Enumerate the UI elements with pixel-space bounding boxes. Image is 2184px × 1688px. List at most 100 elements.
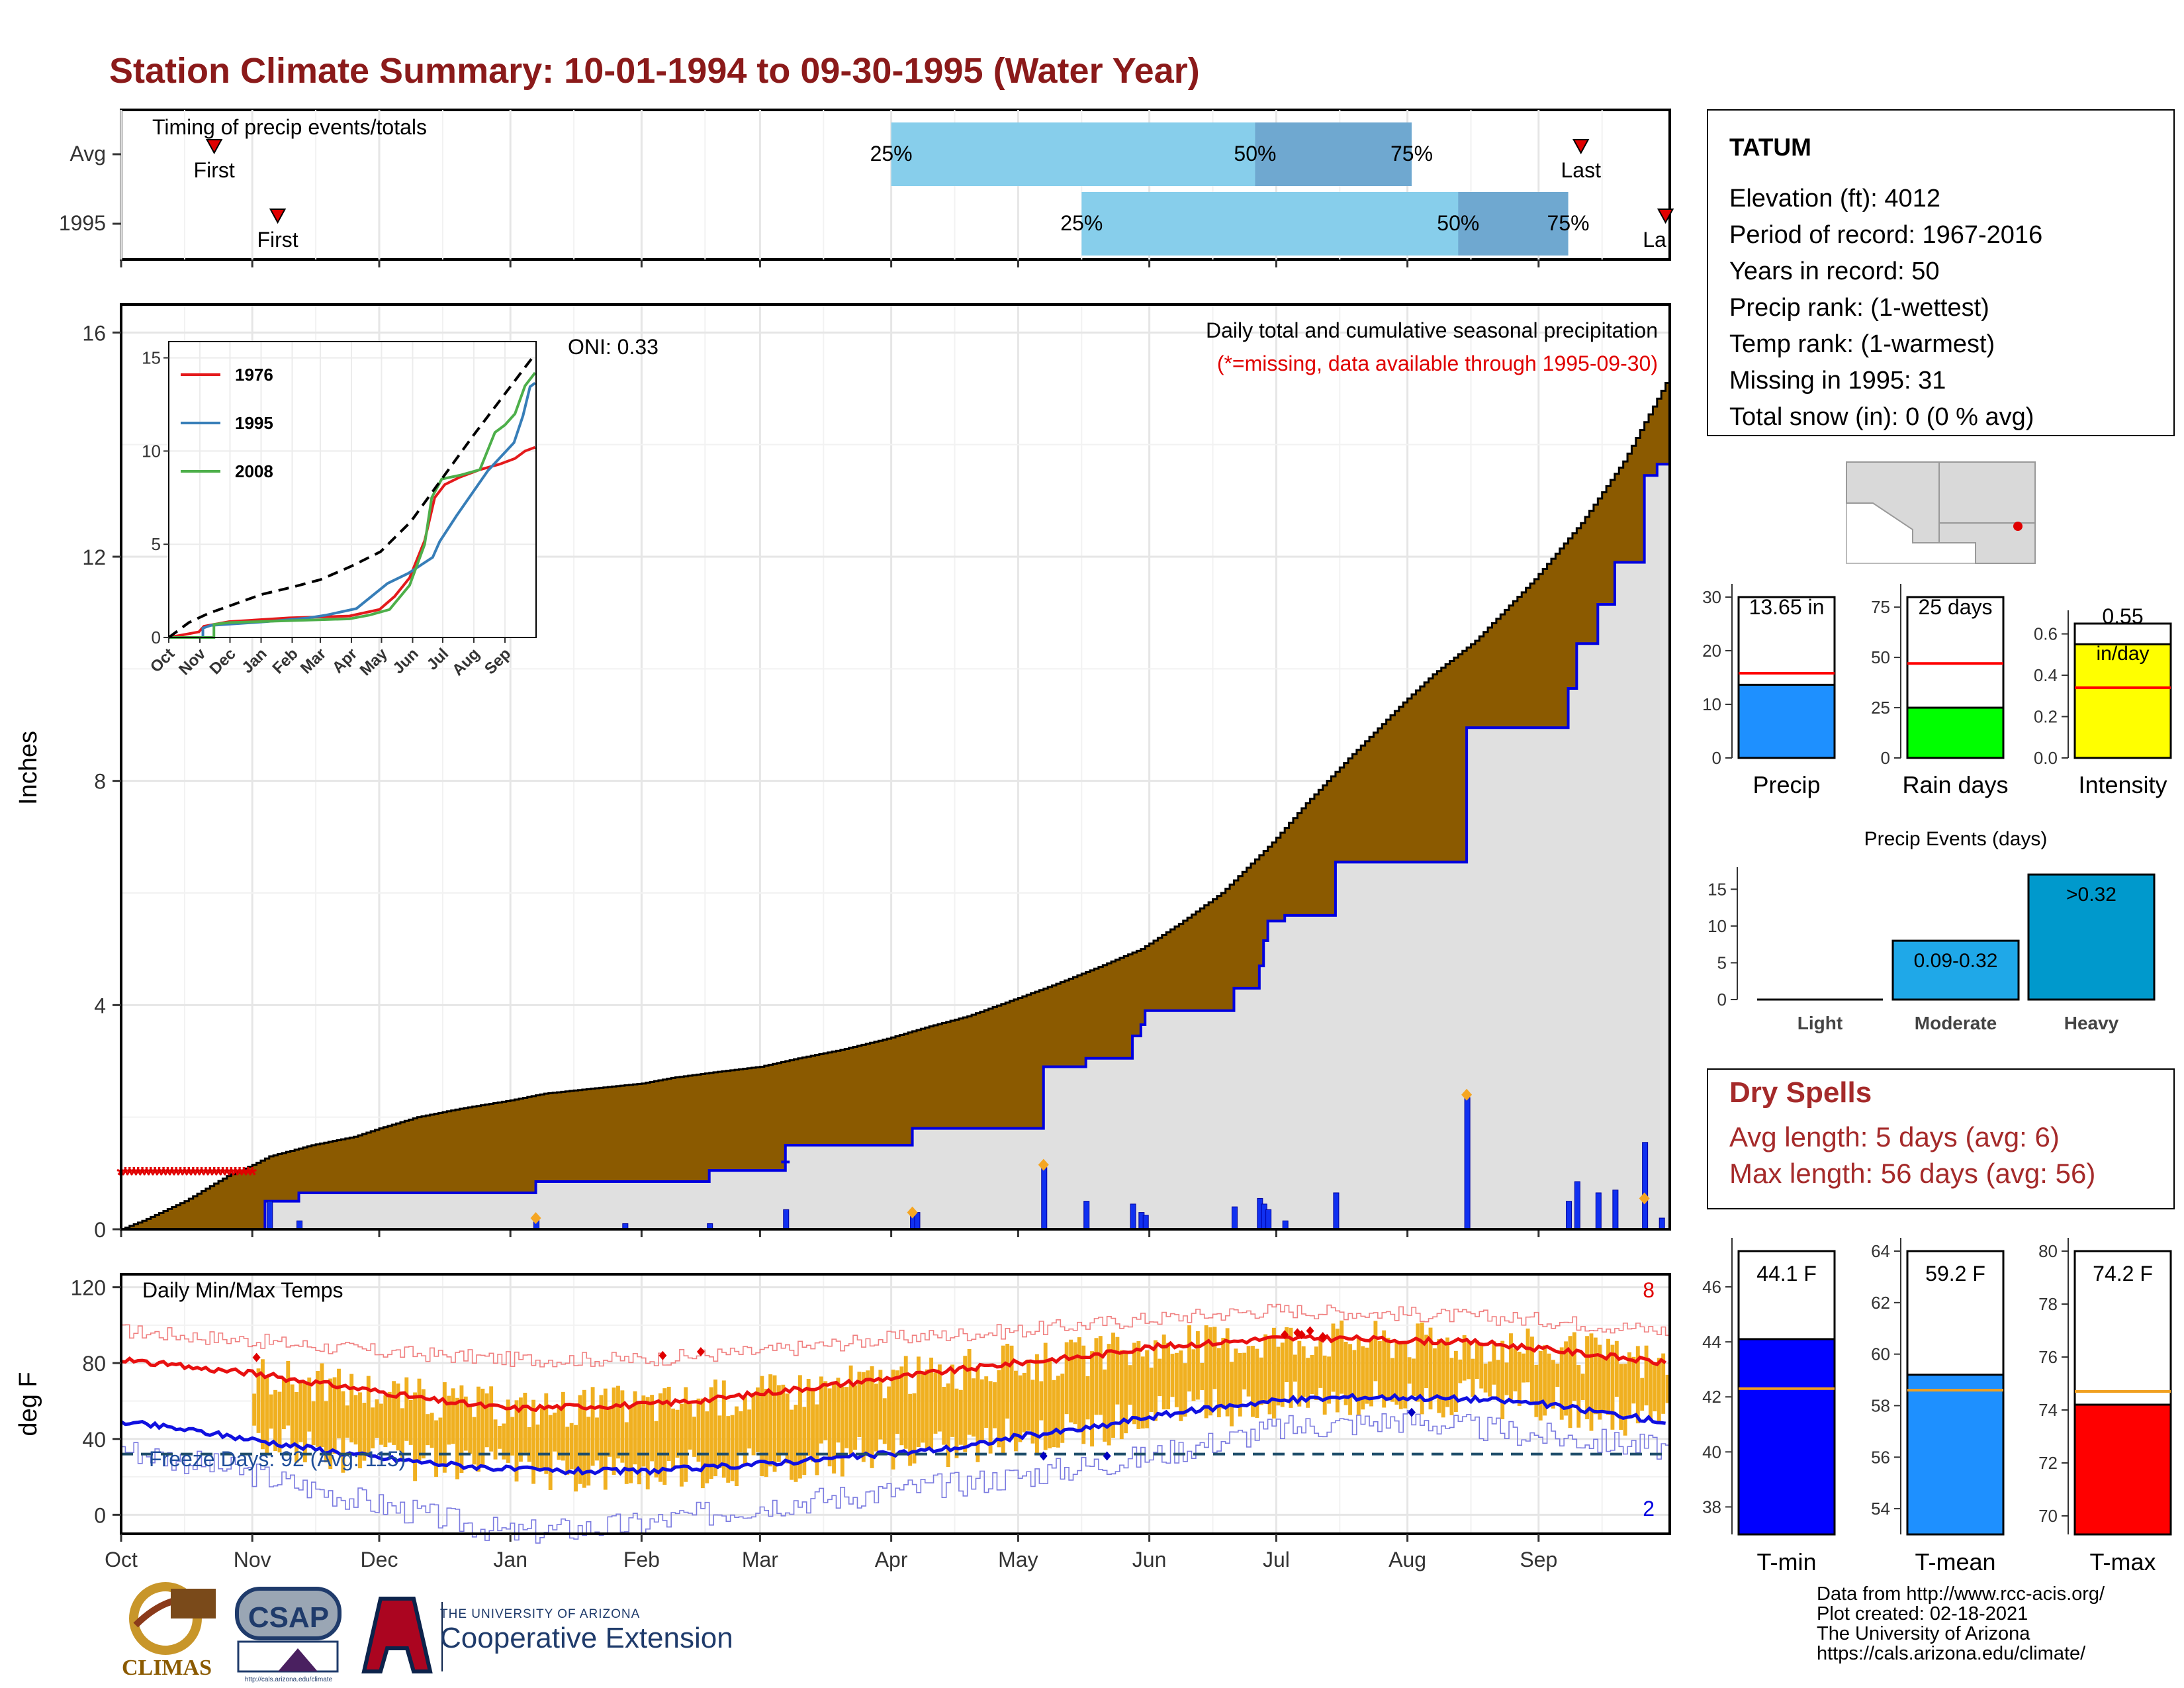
location-map: [1846, 461, 2036, 564]
month-tick-label: Aug: [1388, 1548, 1426, 1571]
daily-temp-bar: [916, 1356, 921, 1448]
missing-day-marker: *: [185, 1162, 194, 1188]
daily-temp-bar: [1009, 1345, 1014, 1440]
month-tick-label: May: [998, 1548, 1038, 1571]
daily-temp-bar: [1382, 1330, 1387, 1408]
timing-q75-label: 75%: [1390, 142, 1433, 165]
daily-temp-bar: [603, 1388, 608, 1490]
daily-temp-bar: [426, 1414, 430, 1446]
daily-temp-bar: [1534, 1364, 1539, 1417]
daily-temp-bar: [972, 1378, 976, 1437]
daily-temp-bar: [1124, 1352, 1128, 1434]
missing-day-marker: *: [214, 1162, 223, 1188]
summary-category-label: Intensity: [2078, 771, 2167, 798]
daily-temp-bar: [984, 1376, 989, 1428]
missing-day-marker: *: [240, 1162, 249, 1188]
missing-day-marker: *: [235, 1162, 244, 1188]
daily-temp-bar: [1335, 1329, 1340, 1413]
summary-ytick-label: 38: [1702, 1497, 1721, 1517]
daily-temp-bar: [1327, 1356, 1332, 1404]
daily-temp-bar: [260, 1359, 265, 1450]
month-tick-label: Jul: [1263, 1548, 1290, 1571]
daily-temp-bar: [1052, 1380, 1056, 1448]
events-ytick-label: 5: [1717, 953, 1727, 972]
daily-temp-bar: [1398, 1340, 1403, 1409]
event-bar: [1891, 939, 2020, 1001]
daily-temp-bar: [1602, 1358, 1606, 1411]
daily-temp-bar: [1627, 1352, 1631, 1415]
last-label: La: [1643, 228, 1666, 252]
daily-temp-bar: [387, 1391, 392, 1443]
daily-temp-bar: [477, 1386, 480, 1472]
daily-temp-bar: [1272, 1327, 1276, 1419]
daily-temp-bar: [946, 1383, 950, 1467]
inset-avg-line: [167, 353, 537, 639]
daily-temp-bar: [290, 1384, 295, 1446]
daily-temp-bar: [802, 1407, 807, 1476]
daily-temp-bar: [692, 1417, 696, 1457]
daily-temp-bar: [1390, 1358, 1394, 1402]
freeze-days-label: Freeze Days: 92 (Avg: 115): [149, 1447, 406, 1471]
daily-temp-bar: [1551, 1360, 1555, 1409]
daily-precip-bar: [1231, 1206, 1238, 1230]
daily-temp-bar: [1386, 1337, 1390, 1400]
daily-temp-bar: [781, 1384, 786, 1454]
record-high-marker: [659, 1350, 667, 1360]
daily-temp-bar: [958, 1389, 963, 1445]
daily-temp-bar: [1500, 1340, 1505, 1419]
daily-temp-bar: [493, 1419, 498, 1460]
csap-logo-mountain: [278, 1648, 318, 1671]
daily-temp-bar: [269, 1394, 273, 1429]
temp-panel: 0 40 80 120 Oct Nov Dec Jan Feb Mar Apr May Jun Jul A…: [15, 1273, 1671, 1571]
daily-temp-bar: [349, 1374, 354, 1442]
daily-precip-bar: [1574, 1181, 1580, 1230]
footer-line: Data from http://www.rcc-acis.org/: [1817, 1583, 2105, 1605]
daily-temp-bar: [1056, 1376, 1060, 1448]
daily-temp-bar: [870, 1366, 874, 1468]
timing-row-avg-label: Avg: [69, 142, 106, 165]
station-info-line: Precip rank: (1-wettest): [1729, 294, 1989, 322]
dry-title: Dry Spells: [1729, 1076, 1872, 1109]
last-marker: [1657, 209, 1674, 224]
daily-temp-bar: [1661, 1353, 1666, 1414]
daily-temp-bar: [1649, 1361, 1653, 1421]
daily-temp-bar: [776, 1385, 781, 1462]
missing-day-marker: *: [176, 1162, 185, 1188]
daily-temp-bar: [1115, 1336, 1120, 1405]
daily-temp-bar: [413, 1392, 418, 1481]
station-info-line: Years in record: 50: [1729, 258, 1940, 285]
daily-temp-bar: [760, 1376, 764, 1476]
summary-ytick-label: 70: [2038, 1506, 2058, 1526]
daily-temp-bar: [950, 1364, 954, 1437]
missing-day-marker: *: [171, 1162, 181, 1188]
daily-temp-bar: [595, 1417, 599, 1461]
daily-temp-bar: [544, 1393, 549, 1474]
daily-temp-bar: [1085, 1376, 1090, 1420]
daily-temp-bar: [735, 1406, 739, 1486]
daily-temp-bar: [1259, 1357, 1263, 1405]
missing-day-marker: *: [167, 1162, 177, 1188]
daily-temp-bar: [1191, 1349, 1196, 1401]
daily-temp-bar: [1623, 1364, 1627, 1436]
daily-temp-bar: [848, 1365, 853, 1455]
summary-ytick-label: 0.2: [2034, 707, 2058, 727]
daily-temp-bar: [1280, 1342, 1285, 1407]
event-category-label: Heavy: [2064, 1013, 2119, 1033]
inset-legend: 1976 1995 2008: [181, 365, 273, 481]
daily-temp-bar: [1555, 1363, 1560, 1387]
daily-temp-bar: [1119, 1350, 1124, 1440]
temp-series: [120, 1303, 1670, 1544]
avg-cumulative-line: [121, 382, 1670, 1231]
daily-temp-bar: [442, 1382, 447, 1473]
daily-temp-bar: [645, 1397, 650, 1489]
last-marker: [1572, 139, 1590, 155]
inset-ytick-label: 0: [152, 628, 161, 647]
avg-min-line: [120, 1392, 1666, 1476]
daily-temp-bar: [887, 1386, 891, 1451]
temp-frame: [120, 1273, 1671, 1535]
daily-temp-bar: [1111, 1333, 1115, 1438]
summary-ytick-label: 0.4: [2034, 665, 2058, 685]
timing-q75-label: 75%: [1547, 211, 1590, 235]
station-info-box: TATUM Elevation (ft): 4012 Period of reco…: [1707, 109, 2175, 436]
daily-temp-bar: [1128, 1365, 1132, 1405]
